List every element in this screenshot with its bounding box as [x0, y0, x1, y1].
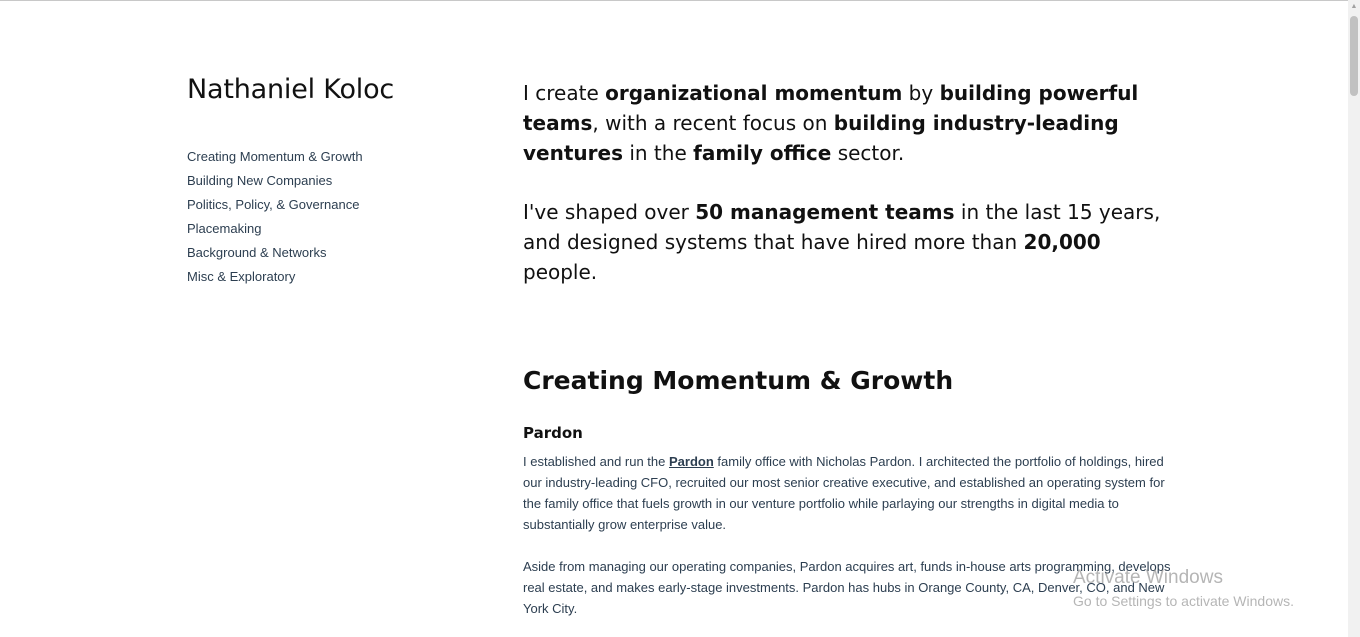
pardon-paragraph-2: Aside from managing our operating compan…: [523, 559, 1171, 616]
intro-paragraph-2: I've shaped over 50 management teams in …: [523, 200, 1161, 284]
sidebar-nav: Creating Momentum & Growth Building New …: [187, 145, 487, 289]
nav-item-politics-policy-governance[interactable]: Politics, Policy, & Governance: [187, 197, 360, 212]
vertical-scrollbar[interactable]: ▲: [1348, 0, 1360, 637]
nav-item-building-new-companies[interactable]: Building New Companies: [187, 173, 333, 188]
subsection-title: Pardon: [523, 424, 583, 442]
scroll-thumb[interactable]: [1350, 16, 1358, 96]
section-title: Creating Momentum & Growth: [523, 366, 954, 395]
pardon-link[interactable]: Pardon: [669, 454, 714, 469]
sidebar: Nathaniel Koloc Creating Momentum & Grow…: [187, 74, 487, 289]
intro-paragraph-1: I create organizational momentum by buil…: [523, 81, 1139, 165]
main-content: I create organizational momentum by buil…: [523, 78, 1173, 619]
site-title: Nathaniel Koloc: [187, 74, 395, 105]
nav-item-background-networks[interactable]: Background & Networks: [187, 245, 327, 260]
pardon-paragraph-1: I established and run the Pardon family …: [523, 454, 1165, 532]
scroll-up-arrow-icon[interactable]: ▲: [1350, 3, 1358, 10]
top-border: [0, 0, 1348, 1]
nav-item-misc-exploratory[interactable]: Misc & Exploratory: [187, 269, 296, 284]
nav-item-creating-momentum[interactable]: Creating Momentum & Growth: [187, 149, 363, 164]
nav-item-placemaking[interactable]: Placemaking: [187, 221, 262, 236]
